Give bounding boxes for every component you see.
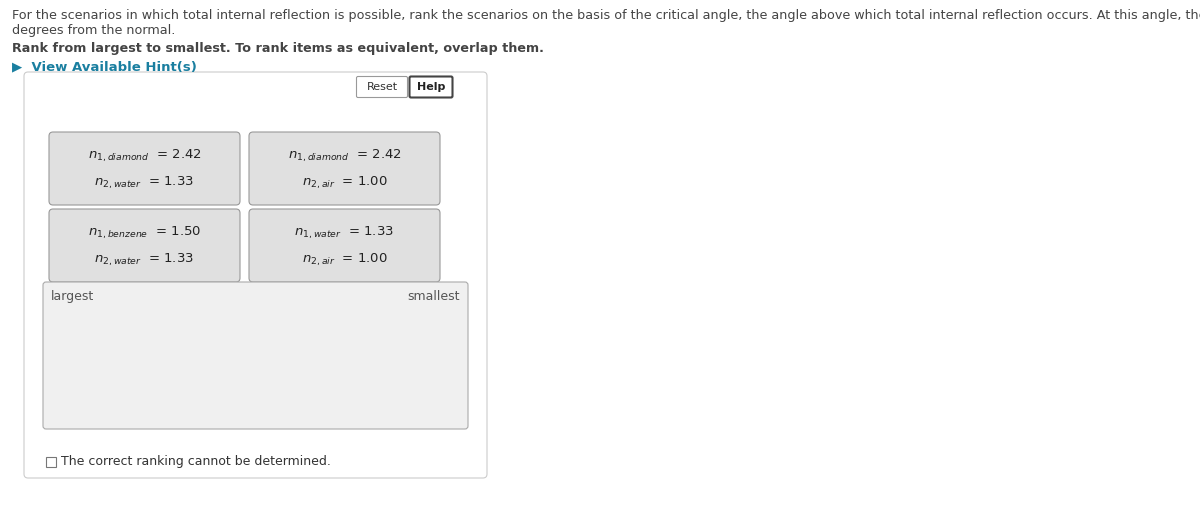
FancyBboxPatch shape <box>409 77 452 98</box>
FancyBboxPatch shape <box>49 209 240 282</box>
FancyBboxPatch shape <box>356 77 408 98</box>
Text: $\mathit{n}_{1,diamond}$  = 2.42: $\mathit{n}_{1,diamond}$ = 2.42 <box>88 148 202 164</box>
Text: largest: largest <box>50 290 95 303</box>
FancyBboxPatch shape <box>250 209 440 282</box>
Bar <box>46 457 56 467</box>
Text: For the scenarios in which total internal reflection is possible, rank the scena: For the scenarios in which total interna… <box>12 9 1200 22</box>
Text: Help: Help <box>416 82 445 92</box>
Text: The correct ranking cannot be determined.: The correct ranking cannot be determined… <box>61 456 331 469</box>
Text: $\mathit{n}_{2,water}$  = 1.33: $\mathit{n}_{2,water}$ = 1.33 <box>95 252 194 268</box>
Text: Rank from largest to smallest. To rank items as equivalent, overlap them.: Rank from largest to smallest. To rank i… <box>12 42 544 55</box>
Text: $\mathit{n}_{1,benzene}$  = 1.50: $\mathit{n}_{1,benzene}$ = 1.50 <box>88 225 202 241</box>
Text: smallest: smallest <box>408 290 460 303</box>
Text: $\mathit{n}_{2,air}$  = 1.00: $\mathit{n}_{2,air}$ = 1.00 <box>301 175 388 191</box>
Text: degrees from the normal.: degrees from the normal. <box>12 24 175 37</box>
Text: $\mathit{n}_{2,water}$  = 1.33: $\mathit{n}_{2,water}$ = 1.33 <box>95 175 194 191</box>
Text: $\mathit{n}_{2,air}$  = 1.00: $\mathit{n}_{2,air}$ = 1.00 <box>301 252 388 268</box>
FancyBboxPatch shape <box>24 72 487 478</box>
Text: $\mathit{n}_{1,diamond}$  = 2.42: $\mathit{n}_{1,diamond}$ = 2.42 <box>288 148 402 164</box>
Text: $\mathit{n}_{1,water}$  = 1.33: $\mathit{n}_{1,water}$ = 1.33 <box>294 225 395 241</box>
FancyBboxPatch shape <box>250 132 440 205</box>
Text: Reset: Reset <box>366 82 397 92</box>
FancyBboxPatch shape <box>43 282 468 429</box>
FancyBboxPatch shape <box>49 132 240 205</box>
Text: ▶  View Available Hint(s): ▶ View Available Hint(s) <box>12 60 197 73</box>
